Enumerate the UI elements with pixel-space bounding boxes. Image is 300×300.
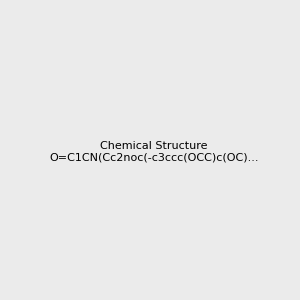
Text: Chemical Structure
O=C1CN(Cc2noc(-c3ccc(OCC)c(OC)...: Chemical Structure O=C1CN(Cc2noc(-c3ccc(… [49, 141, 259, 162]
